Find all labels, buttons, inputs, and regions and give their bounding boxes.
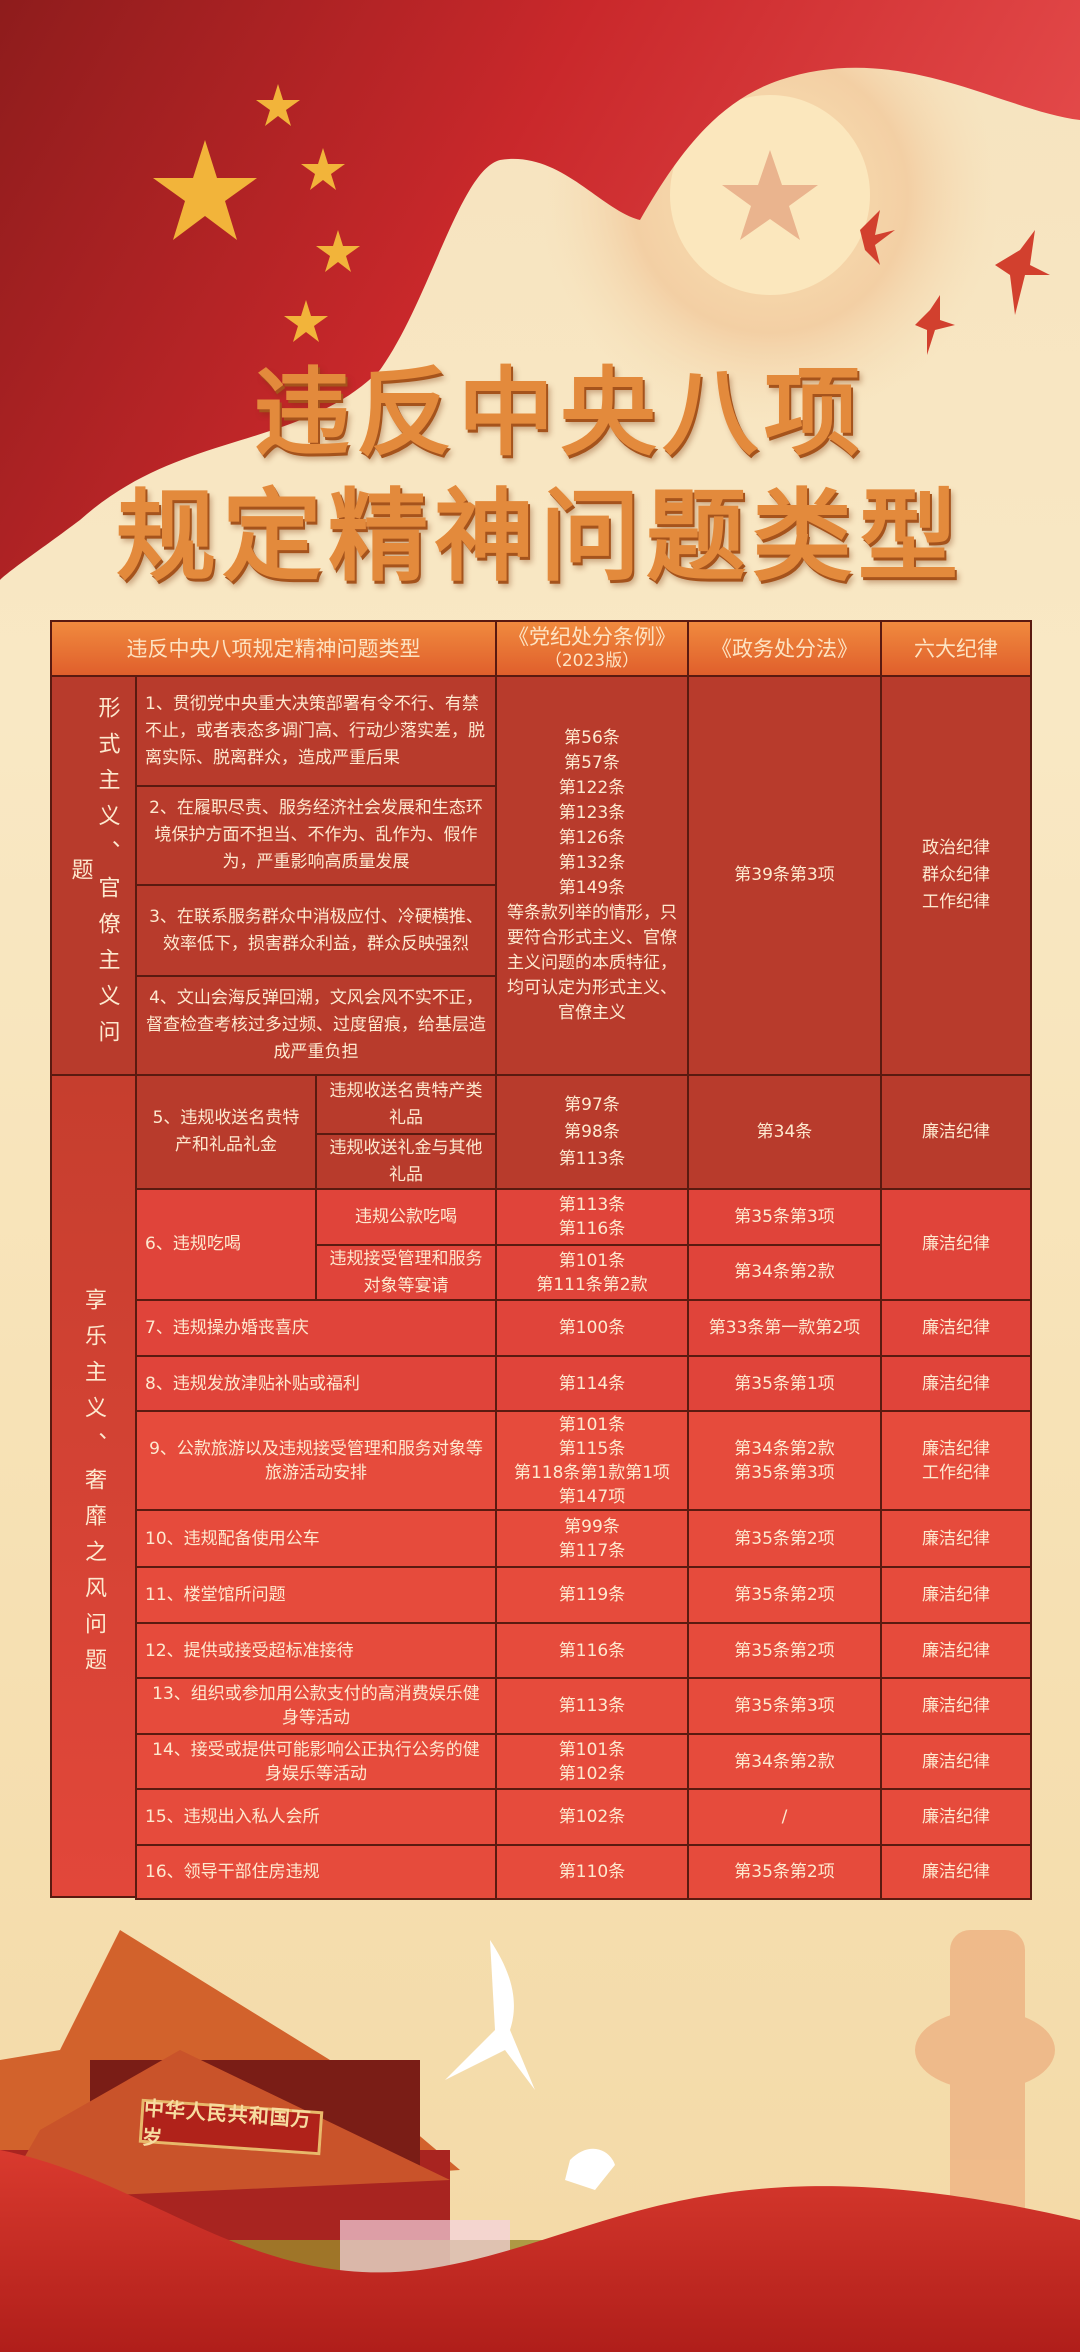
item-12-gov: 第35条第2项 — [687, 1622, 882, 1679]
table-row-item-6: 6、违规吃喝 — [135, 1188, 317, 1301]
item-5-sub-2: 违规收送礼金与其他礼品 — [315, 1133, 497, 1190]
table-row-item-16: 16、领导干部住房违规 — [135, 1844, 497, 1900]
gov-articles-group-1: 第39条第3项 — [687, 675, 882, 1076]
table-row-item-7: 7、违规操办婚丧喜庆 — [135, 1299, 497, 1357]
table-row-item-10: 10、违规配备使用公车 — [135, 1509, 497, 1568]
item-12-party: 第116条 — [495, 1622, 689, 1679]
category-formalism-bureaucratism: 形式主义、官僚主义问题 — [50, 675, 137, 1076]
item-9-gov: 第34条第2款 第35条第3项 — [687, 1410, 882, 1511]
item-9-discipline: 廉洁纪律 工作纪律 — [880, 1410, 1032, 1511]
party-articles-group-1: 第56条 第57条 第122条 第123条 第126条 第132条 第149条 … — [495, 675, 689, 1076]
red-flag — [0, 0, 1080, 580]
item-7-gov: 第33条第一款第2项 — [687, 1299, 882, 1357]
item-10-gov: 第35条第2项 — [687, 1509, 882, 1568]
item-16-gov: 第35条第2项 — [687, 1844, 882, 1900]
red-silk-wave — [0, 2150, 1080, 2352]
item-6-sub-1: 违规公款吃喝 — [315, 1188, 497, 1246]
table-row-item-8: 8、违规发放津贴补贴或福利 — [135, 1355, 497, 1412]
header-six-disciplines: 六大纪律 — [880, 620, 1032, 677]
item-8-gov: 第35条第1项 — [687, 1355, 882, 1412]
item-13-gov: 第35条第3项 — [687, 1677, 882, 1735]
flag-banner-decoration — [0, 0, 1080, 580]
item-8-discipline: 廉洁纪律 — [880, 1355, 1032, 1412]
item-5-sub-1: 违规收送名贵特产类礼品 — [315, 1074, 497, 1135]
item-5-party: 第97条 第98条 第113条 — [495, 1074, 689, 1190]
table-row-item-5: 5、违规收送名贵特产和礼品礼金 — [135, 1074, 317, 1190]
table-row-item-9: 9、公款旅游以及违规接受管理和服务对象等旅游活动安排 — [135, 1410, 497, 1511]
poster-title-line-1: 违反中央八项 — [254, 356, 866, 469]
item-7-discipline: 廉洁纪律 — [880, 1299, 1032, 1357]
item-15-discipline: 廉洁纪律 — [880, 1788, 1032, 1846]
violation-types-table: 违反中央八项规定精神问题类型 《党纪处分条例》 （2023版） 《政务处分法》 六… — [50, 620, 1032, 1900]
gate-banner-text: 中华人民共和国万岁 — [138, 2096, 324, 2156]
item-10-party: 第99条 第117条 — [495, 1509, 689, 1568]
item-12-discipline: 廉洁纪律 — [880, 1622, 1032, 1679]
table-row-item-12: 12、提供或接受超标准接待 — [135, 1622, 497, 1679]
table-row-item-2: 2、在履职尽责、服务经济社会发展和生态环境保护方面不担当、不作为、乱作为、假作为… — [135, 785, 497, 886]
item-6-sub-2: 违规接受管理和服务对象等宴请 — [315, 1244, 497, 1301]
item-6-sub-1-gov: 第35条第3项 — [687, 1188, 882, 1246]
table-row-item-15: 15、违规出入私人会所 — [135, 1788, 497, 1846]
flag-star-icon — [153, 84, 360, 342]
category-hedonism-extravagance: 享乐主义、奢靡之风问题 — [50, 1074, 137, 1898]
table-row-item-14: 14、接受或提供可能影响公正执行公务的健身娱乐等活动 — [135, 1733, 497, 1790]
item-9-party: 第101条 第115条 第118条第1款第1项 第147项 — [495, 1410, 689, 1511]
header-party-edition: （2023版） — [544, 650, 640, 671]
item-16-party: 第110条 — [495, 1844, 689, 1900]
item-16-discipline: 廉洁纪律 — [880, 1844, 1032, 1900]
item-8-party: 第114条 — [495, 1355, 689, 1412]
item-6-sub-2-gov: 第34条第2款 — [687, 1244, 882, 1301]
dove-icon — [860, 210, 1050, 355]
item-6-sub-2-party: 第101条 第111条第2款 — [495, 1244, 689, 1301]
item-11-discipline: 廉洁纪律 — [880, 1566, 1032, 1624]
item-5-discipline: 廉洁纪律 — [880, 1074, 1032, 1190]
item-6-sub-1-party: 第113条 第116条 — [495, 1188, 689, 1246]
item-14-discipline: 廉洁纪律 — [880, 1733, 1032, 1790]
header-party-regulations: 《党纪处分条例》 （2023版） — [495, 620, 689, 677]
item-13-discipline: 廉洁纪律 — [880, 1677, 1032, 1735]
table-row-item-13: 13、组织或参加用公款支付的高消费娱乐健身等活动 — [135, 1677, 497, 1735]
item-5-gov: 第34条 — [687, 1074, 882, 1190]
table-row-item-3: 3、在联系服务群众中消极应付、冷硬横推、效率低下，损害群众利益，群众反映强烈 — [135, 884, 497, 977]
item-14-party: 第101条 第102条 — [495, 1733, 689, 1790]
item-11-party: 第119条 — [495, 1566, 689, 1624]
dove-icon — [445, 1940, 615, 2190]
header-party-title: 《党纪处分条例》 — [508, 624, 676, 649]
item-15-gov: / — [687, 1788, 882, 1846]
star-icon — [722, 150, 818, 240]
discipline-group-1: 政治纪律 群众纪律 工作纪律 — [880, 675, 1032, 1076]
table-row-item-1: 1、贯彻党中央重大决策部署有令不行、有禁不止，或者表态多调门高、行动少落实差，脱… — [135, 675, 497, 787]
table-row-item-4: 4、文山会海反弹回潮，文风会风不实不正，督查检查考核过多过频、过度留痕，给基层造… — [135, 975, 497, 1076]
item-7-party: 第100条 — [495, 1299, 689, 1357]
item-6-discipline: 廉洁纪律 — [880, 1188, 1032, 1301]
table-row-item-11: 11、楼堂馆所问题 — [135, 1566, 497, 1624]
item-13-party: 第113条 — [495, 1677, 689, 1735]
item-14-gov: 第34条第2款 — [687, 1733, 882, 1790]
header-problem-type: 违反中央八项规定精神问题类型 — [50, 620, 497, 677]
poster-title-line-2: 规定精神问题类型 — [116, 477, 964, 595]
item-15-party: 第102条 — [495, 1788, 689, 1846]
header-government-law: 《政务处分法》 — [687, 620, 882, 677]
item-10-discipline: 廉洁纪律 — [880, 1509, 1032, 1568]
item-11-gov: 第35条第2项 — [687, 1566, 882, 1624]
